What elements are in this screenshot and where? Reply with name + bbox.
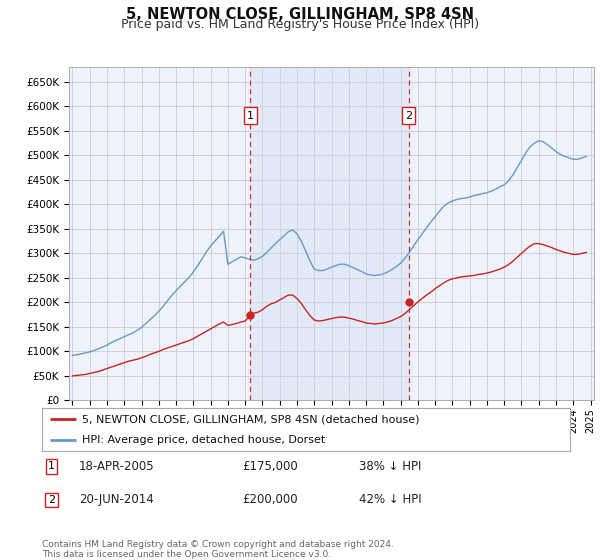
Text: 5, NEWTON CLOSE, GILLINGHAM, SP8 4SN: 5, NEWTON CLOSE, GILLINGHAM, SP8 4SN: [126, 7, 474, 22]
Text: 42% ↓ HPI: 42% ↓ HPI: [359, 493, 421, 506]
Text: 2: 2: [405, 110, 412, 120]
Text: 18-APR-2005: 18-APR-2005: [79, 460, 155, 473]
Text: 5, NEWTON CLOSE, GILLINGHAM, SP8 4SN (detached house): 5, NEWTON CLOSE, GILLINGHAM, SP8 4SN (de…: [82, 414, 419, 424]
Text: 1: 1: [48, 461, 55, 472]
Bar: [250, 67, 409, 400]
Text: £175,000: £175,000: [242, 460, 298, 473]
Text: 2: 2: [48, 495, 55, 505]
Text: 38% ↓ HPI: 38% ↓ HPI: [359, 460, 421, 473]
Text: Contains HM Land Registry data © Crown copyright and database right 2024.
This d: Contains HM Land Registry data © Crown c…: [42, 540, 394, 559]
Text: Price paid vs. HM Land Registry's House Price Index (HPI): Price paid vs. HM Land Registry's House …: [121, 18, 479, 31]
Text: 20-JUN-2014: 20-JUN-2014: [79, 493, 154, 506]
Text: HPI: Average price, detached house, Dorset: HPI: Average price, detached house, Dors…: [82, 435, 325, 445]
Text: 1: 1: [247, 110, 254, 120]
Text: £200,000: £200,000: [242, 493, 298, 506]
